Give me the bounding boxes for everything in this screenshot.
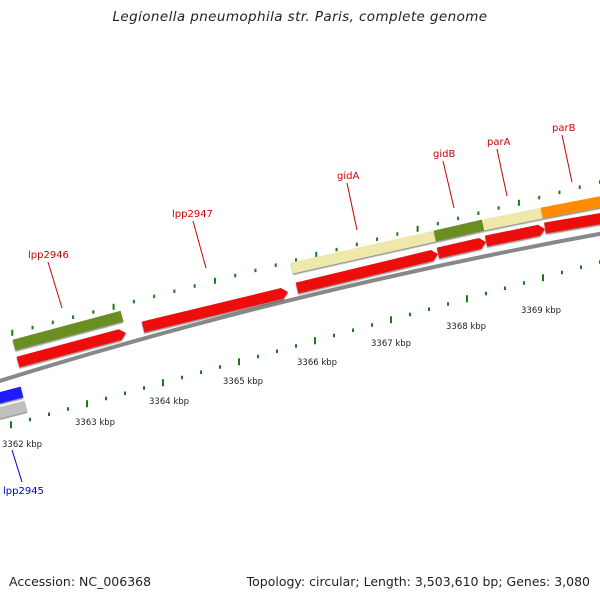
- cog-bar: [433, 219, 485, 242]
- gene-label-leader: [47, 261, 63, 309]
- gene-label: gidA: [337, 171, 359, 182]
- cog-bar: [0, 386, 24, 404]
- cds-arrow: [16, 329, 127, 368]
- cds-arrow: [436, 237, 486, 259]
- cds-arrow: [141, 288, 288, 333]
- gene-label-leader: [192, 220, 207, 269]
- scale-label: 3367 kbp: [371, 339, 411, 349]
- scale-label: 3368 kbp: [446, 322, 486, 332]
- scale-label: 3362 kbp: [2, 440, 42, 450]
- gene-label: parA: [487, 137, 511, 148]
- gene-labels: lpp2945 lpp2946 lpp2947 gidA gidB parA parB: [3, 123, 576, 497]
- cog-track: [0, 196, 600, 419]
- cog-bar: [12, 310, 124, 351]
- gene-label-leader: [346, 182, 358, 231]
- cog-bar: [290, 230, 437, 274]
- genome-backbone: [0, 231, 600, 383]
- genome-summary-text: Topology: circular; Length: 3,503,610 bp…: [246, 574, 590, 589]
- gene-label: gidB: [433, 149, 455, 160]
- backbone-line: [0, 231, 600, 383]
- cog-bar: [540, 196, 600, 219]
- cog-bar: [481, 207, 544, 231]
- gene-label-leader: [561, 134, 573, 183]
- cog-bar: [0, 400, 28, 419]
- scale-labels: 3362 kbp 3363 kbp 3364 kbp 3365 kbp 3366 kbp…: [2, 306, 561, 450]
- cds-track: [16, 213, 600, 368]
- outer-tick-ring: [11, 180, 600, 336]
- gene-label: parB: [552, 123, 576, 134]
- gene-label-leader: [496, 148, 508, 197]
- scale-label: 3363 kbp: [75, 418, 115, 428]
- gene-label-leader: [11, 449, 23, 483]
- scale-label: 3365 kbp: [223, 377, 263, 387]
- inner-tick-ring: [10, 260, 600, 429]
- gene-label: lpp2947: [172, 209, 213, 220]
- scale-label: 3366 kbp: [297, 358, 337, 368]
- map-title: Legionella pneumophila str. Paris, compl…: [112, 9, 488, 25]
- cds-arrow: [295, 250, 438, 294]
- gene-label: lpp2945: [3, 486, 44, 497]
- scale-label: 3364 kbp: [149, 397, 189, 407]
- gene-label: lpp2946: [28, 250, 69, 261]
- cds-arrow: [484, 224, 545, 247]
- cds-arrow: [544, 213, 600, 234]
- accession-text: Accession: NC_006368: [9, 574, 152, 589]
- scale-label: 3369 kbp: [521, 306, 561, 316]
- gene-label-leader: [442, 160, 455, 209]
